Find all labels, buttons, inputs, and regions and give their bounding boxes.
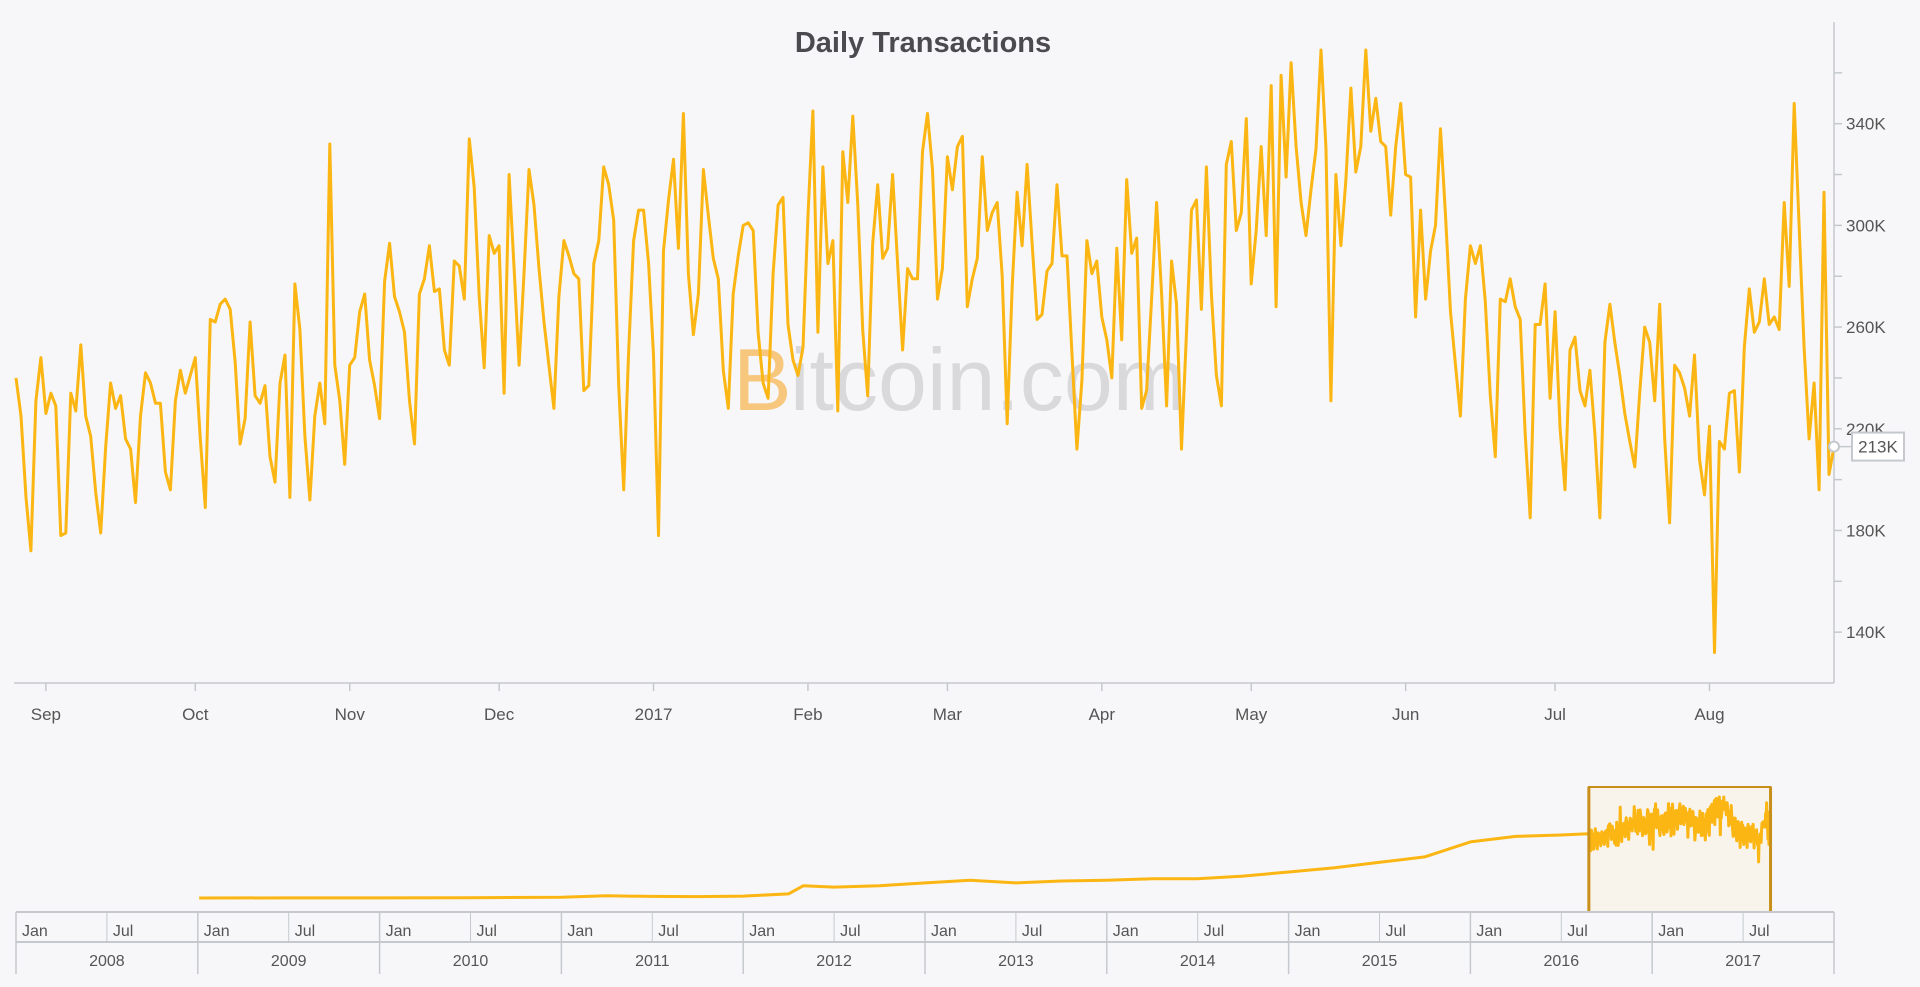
navigator-month-label[interactable]: Jan bbox=[1476, 923, 1502, 940]
x-tick-label: Jul bbox=[1544, 705, 1566, 724]
last-point-marker bbox=[1828, 440, 1840, 453]
navigator-month-label[interactable]: Jul bbox=[1204, 923, 1224, 940]
navigator-year-label[interactable]: 2013 bbox=[998, 953, 1034, 970]
last-value-tooltip: 213K bbox=[1828, 431, 1905, 462]
x-tick-label: May bbox=[1235, 705, 1268, 724]
x-tick-label: Apr bbox=[1089, 705, 1116, 724]
y-tick-label: 340K bbox=[1846, 115, 1886, 134]
navigator-month-label[interactable]: Jul bbox=[1567, 923, 1587, 940]
navigator-year-label[interactable]: 2008 bbox=[89, 953, 125, 970]
navigator-month-label[interactable]: Jan bbox=[567, 923, 593, 940]
x-tick-label: 2017 bbox=[635, 705, 673, 724]
x-tick-label: Aug bbox=[1694, 705, 1724, 724]
navigator-year-label[interactable]: 2017 bbox=[1725, 953, 1761, 970]
navigator-month-label[interactable]: Jan bbox=[1295, 923, 1321, 940]
tooltip-value: 213K bbox=[1858, 438, 1898, 457]
y-tick-label: 300K bbox=[1846, 216, 1886, 235]
x-tick-label: Sep bbox=[31, 705, 61, 724]
chart-title: Daily Transactions bbox=[795, 27, 1051, 59]
watermark-text: itcoin.com bbox=[790, 330, 1186, 429]
navigator-series-line bbox=[199, 795, 1772, 900]
x-tick-label: Nov bbox=[335, 705, 366, 724]
navigator-month-label[interactable]: Jan bbox=[1658, 923, 1684, 940]
navigator-year-label[interactable]: 2016 bbox=[1544, 953, 1580, 970]
navigator-year-label[interactable]: 2010 bbox=[453, 953, 489, 970]
navigator[interactable]: Jan Jul 2008 Jan Jul 2009 Jan Jul 2010 Jan Jul 2011… bbox=[15, 786, 1835, 974]
x-tick-label: Jun bbox=[1392, 705, 1419, 724]
tooltip-box bbox=[1851, 431, 1905, 462]
navigator-year-label[interactable]: 2011 bbox=[635, 953, 670, 970]
x-tick-label: Oct bbox=[182, 705, 209, 724]
navigator-month-label[interactable]: Jul bbox=[1022, 923, 1042, 940]
navigator-month-label[interactable]: Jul bbox=[658, 923, 678, 940]
bitcoin-com-watermark: B itcoin.com bbox=[733, 330, 1186, 429]
y-tick-label: 140K bbox=[1846, 623, 1886, 642]
navigator-month-label[interactable]: Jul bbox=[1749, 923, 1769, 940]
navigator-year-label[interactable]: 2015 bbox=[1362, 953, 1398, 970]
x-tick-label: Mar bbox=[933, 705, 963, 724]
x-tick-label: Feb bbox=[793, 705, 822, 724]
navigator-year-label[interactable]: 2014 bbox=[1180, 953, 1216, 970]
navigator-month-label[interactable]: Jul bbox=[477, 923, 497, 940]
navigator-month-label[interactable]: Jul bbox=[840, 923, 860, 940]
navigator-month-label[interactable]: Jul bbox=[113, 923, 133, 940]
navigator-year-label[interactable]: 2012 bbox=[816, 953, 852, 970]
navigator-year-label[interactable]: 2009 bbox=[271, 953, 307, 970]
navigator-month-label[interactable]: Jul bbox=[1386, 923, 1406, 940]
x-tick-label: Dec bbox=[484, 705, 515, 724]
y-tick-label: 180K bbox=[1846, 521, 1886, 540]
y-tick-label: 260K bbox=[1846, 318, 1886, 337]
series-line[interactable] bbox=[14, 48, 1836, 654]
main-series[interactable] bbox=[14, 48, 1836, 654]
navigator-month-label[interactable]: Jan bbox=[22, 923, 48, 940]
navigator-month-label[interactable]: Jan bbox=[749, 923, 775, 940]
navigator-month-label[interactable]: Jan bbox=[204, 923, 230, 940]
navigator-month-label[interactable]: Jan bbox=[931, 923, 957, 940]
navigator-month-label[interactable]: Jul bbox=[295, 923, 315, 940]
navigator-month-label[interactable]: Jan bbox=[386, 923, 412, 940]
navigator-month-label[interactable]: Jan bbox=[1113, 923, 1139, 940]
